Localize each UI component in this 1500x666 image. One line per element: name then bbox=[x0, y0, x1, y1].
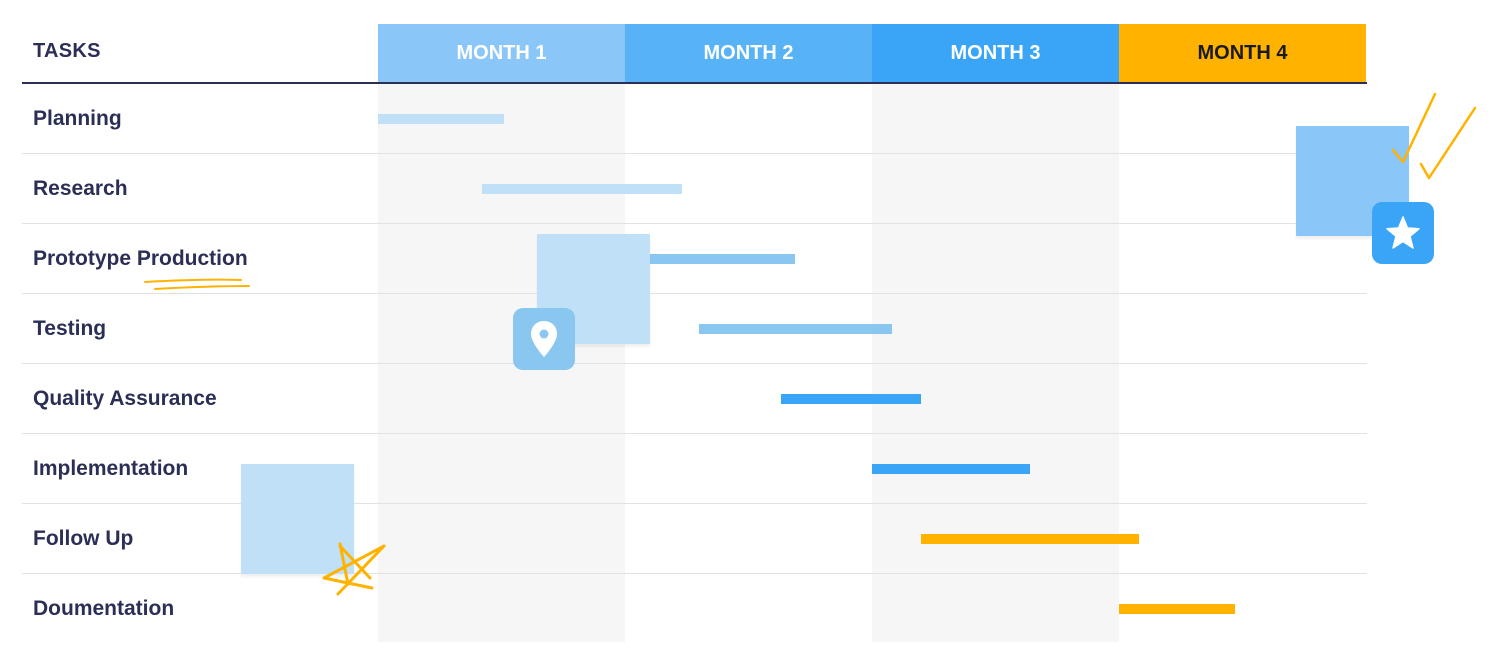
row-divider bbox=[22, 223, 1367, 224]
task-bar bbox=[1119, 604, 1236, 614]
row-divider bbox=[22, 293, 1367, 294]
sketch-star-icon bbox=[322, 542, 386, 596]
task-label: Research bbox=[33, 177, 128, 200]
star-badge bbox=[1372, 202, 1434, 264]
task-label: Implementation bbox=[33, 457, 189, 480]
task-bar bbox=[699, 324, 892, 334]
location-pin-icon bbox=[531, 321, 557, 357]
check-icon bbox=[1391, 92, 1477, 180]
row-divider bbox=[22, 433, 1367, 434]
task-label: Follow Up bbox=[33, 527, 134, 550]
row-divider bbox=[22, 503, 1367, 504]
task-bar bbox=[378, 114, 504, 124]
task-label: Prototype Production bbox=[33, 247, 248, 270]
star-icon bbox=[1386, 216, 1420, 249]
tasks-header: TASKS bbox=[33, 40, 101, 62]
task-label: Doumentation bbox=[33, 597, 175, 620]
header-rule bbox=[22, 82, 1367, 84]
month-header: MONTH 4 bbox=[1119, 24, 1366, 83]
task-bar bbox=[921, 534, 1139, 544]
row-divider bbox=[22, 153, 1367, 154]
location-badge bbox=[513, 308, 575, 370]
month-header: MONTH 3 bbox=[872, 24, 1119, 83]
month-header: MONTH 2 bbox=[625, 24, 872, 83]
sticky-note bbox=[241, 464, 354, 574]
task-bar bbox=[780, 394, 922, 404]
underline-doodle bbox=[144, 278, 250, 290]
row-divider bbox=[22, 363, 1367, 364]
task-label: Quality Assurance bbox=[33, 387, 217, 410]
task-bar bbox=[625, 254, 796, 264]
task-label: Testing bbox=[33, 317, 107, 340]
month-header: MONTH 1 bbox=[378, 24, 625, 83]
task-bar bbox=[872, 464, 1031, 474]
row-divider bbox=[22, 573, 1367, 574]
task-label: Planning bbox=[33, 107, 122, 130]
task-bar bbox=[481, 184, 682, 194]
